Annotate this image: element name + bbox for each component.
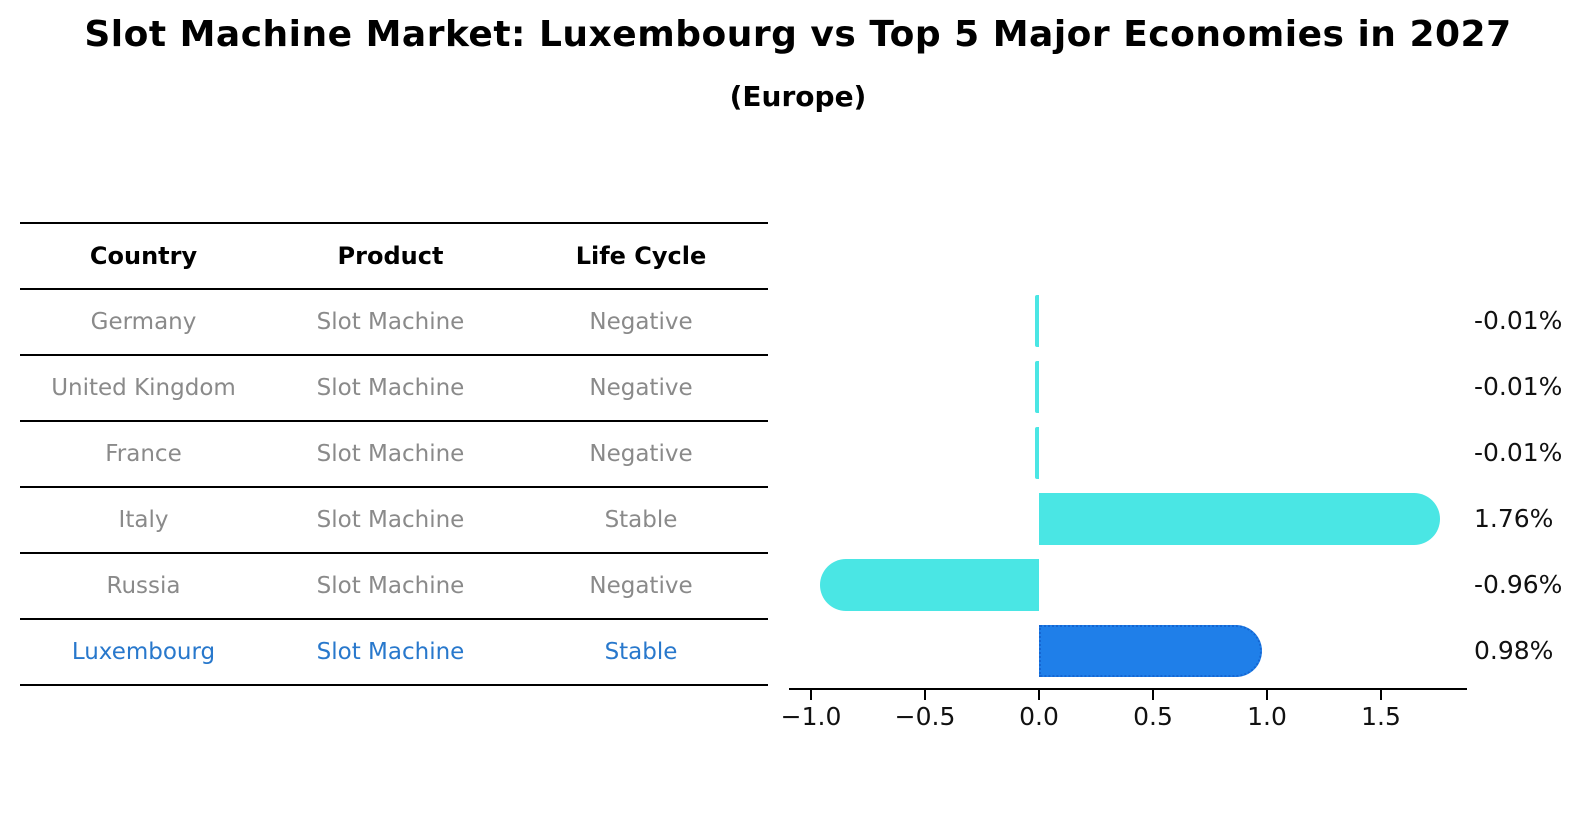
x-tick [924,690,926,700]
bar-value-label-germany: -0.01% [1474,306,1563,335]
x-tick-label: 1.0 [1247,702,1287,731]
table-cell-country: France [105,441,182,467]
table-cell-country: Italy [118,507,169,533]
chart-title: Slot Machine Market: Luxembourg vs Top 5… [84,14,1512,55]
table-body: Germany Slot Machine Negative United Kingdo… [20,288,768,684]
table-row-luxembourg: Luxembourg Slot Machine Stable [20,618,768,684]
x-axis-line [789,688,1467,690]
bar-germany [1035,295,1039,347]
x-tick-label: −0.5 [894,702,956,731]
column-header-product: Product [337,242,444,270]
bar-italy [1039,493,1441,545]
table-cell-country: United Kingdom [51,375,236,401]
table-cell-product: Slot Machine [316,309,465,335]
x-tick [1380,690,1382,700]
table-cell-life-cycle: Negative [589,573,693,599]
bar-value-label-luxembourg: 0.98% [1474,636,1554,665]
country-table: Country Product Life Cycle Germany Slot M… [20,222,768,686]
x-tick-label: 0.5 [1133,702,1173,731]
table-row-germany: Germany Slot Machine Negative [20,288,768,354]
table-cell-life-cycle: Negative [589,309,693,335]
table-cell-product: Slot Machine [316,441,465,467]
table-row-russia: Russia Slot Machine Negative [20,552,768,618]
table-cell-product: Slot Machine [316,375,465,401]
table-row-france: France Slot Machine Negative [20,420,768,486]
x-tick [1266,690,1268,700]
table-cell-country: Russia [106,573,181,599]
x-tick [1152,690,1154,700]
bar-united-kingdom [1035,361,1039,413]
table-cell-country: Luxembourg [71,639,216,665]
table-cell-life-cycle: Stable [604,507,678,533]
x-tick-label: −1.0 [780,702,842,731]
bar-luxembourg [1039,625,1263,677]
bar-value-label-united-kingdom: -0.01% [1474,372,1563,401]
x-tick [810,690,812,700]
bar-value-label-italy: 1.76% [1474,504,1554,533]
table-row-italy: Italy Slot Machine Stable [20,486,768,552]
column-header-life-cycle: Life Cycle [575,242,707,270]
x-tick-label: 0.0 [1019,702,1059,731]
chart-subtitle: (Europe) [729,80,867,113]
table-cell-life-cycle: Negative [589,441,693,467]
column-header-country: Country [89,242,198,270]
table-cell-life-cycle: Stable [604,639,678,665]
table-cell-life-cycle: Negative [589,375,693,401]
bar-value-label-france: -0.01% [1474,438,1563,467]
bar-france [1035,427,1039,479]
table-cell-product: Slot Machine [316,507,465,533]
table-cell-product: Slot Machine [316,573,465,599]
x-tick-label: 1.5 [1361,702,1401,731]
table-header-row: Country Product Life Cycle [20,222,768,288]
table-row-united-kingdom: United Kingdom Slot Machine Negative [20,354,768,420]
table-cell-product: Slot Machine [316,639,465,665]
bar-russia [820,559,1039,611]
x-tick [1038,690,1040,700]
bar-value-label-russia: -0.96% [1474,570,1563,599]
table-cell-country: Germany [90,309,197,335]
